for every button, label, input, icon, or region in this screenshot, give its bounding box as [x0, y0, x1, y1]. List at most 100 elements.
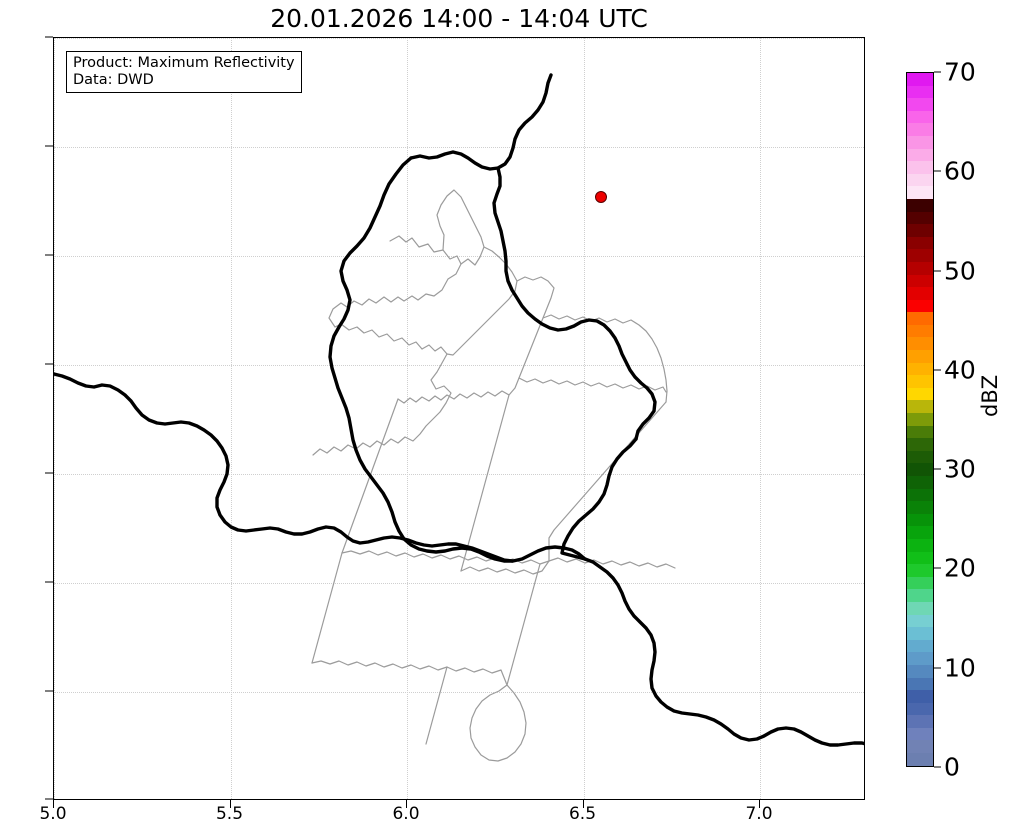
- colorbar-band: [907, 249, 933, 262]
- radar-site-marker[interactable]: [595, 191, 607, 203]
- colorbar-band: [907, 236, 933, 250]
- colorbar-band: [907, 715, 933, 728]
- annotation-product-line: Product: Maximum Reflectivity: [73, 55, 295, 71]
- cbar-tick-label-60: 60: [944, 156, 976, 186]
- map-plot-area[interactable]: Product: Maximum Reflectivity Data: DWD: [53, 37, 865, 800]
- colorbar-band: [907, 413, 933, 426]
- colorbar-band: [907, 601, 933, 615]
- colorbar-band: [907, 274, 933, 288]
- colorbar-band: [907, 589, 933, 602]
- cbar-tick-label-50: 50: [944, 256, 976, 286]
- gridline-x-6.5: [583, 38, 585, 799]
- xtick-label-7.0: 7.0: [745, 804, 773, 824]
- cbar-tick-label-20: 20: [944, 553, 976, 583]
- gridline-x-7.0: [760, 38, 761, 799]
- cbar-tick-mark-20: [934, 567, 941, 569]
- colorbar[interactable]: [906, 72, 934, 767]
- gridline-y-49.8: [54, 365, 864, 366]
- country-border: [54, 73, 864, 747]
- colorbar-axis-label: dBZ: [978, 374, 1002, 417]
- colorbar-band: [907, 488, 933, 502]
- colorbar-band: [907, 614, 933, 628]
- colorbar-band: [907, 287, 933, 300]
- cbar-tick-mark-0: [934, 766, 941, 768]
- colorbar-band: [907, 576, 933, 590]
- colorbar-band: [907, 627, 933, 640]
- gridline-x-5.5: [230, 38, 232, 799]
- colorbar-band: [907, 664, 933, 678]
- xtick-mark-6.5: [582, 800, 584, 808]
- map-overlay-svg: [54, 73, 864, 762]
- colorbar-band: [907, 652, 933, 665]
- colorbar-band: [907, 702, 933, 716]
- cbar-tick-mark-30: [934, 468, 941, 470]
- colorbar-band: [907, 425, 933, 439]
- colorbar-band: [907, 148, 933, 162]
- annotation-box: Product: Maximum Reflectivity Data: DWD: [66, 51, 302, 93]
- xtick-mark-5.5: [229, 800, 231, 808]
- colorbar-band: [907, 85, 933, 99]
- colorbar-band: [907, 476, 933, 489]
- colorbar-band: [907, 211, 933, 225]
- colorbar-band: [907, 312, 933, 325]
- colorbar-band: [907, 450, 933, 464]
- colorbar-band: [907, 387, 933, 401]
- colorbar-band: [907, 337, 933, 351]
- xtick-mark-7.0: [759, 800, 760, 808]
- colorbar-band: [907, 564, 933, 577]
- gridline-y-49.4: [54, 583, 864, 584]
- cbar-tick-label-40: 40: [944, 355, 976, 385]
- xtick-label-6.0: 6.0: [392, 804, 420, 824]
- gridline-y-49.2: [54, 692, 864, 693]
- colorbar-band: [907, 110, 933, 124]
- colorbar-band: [907, 173, 933, 187]
- colorbar-band: [907, 299, 933, 313]
- ytick-mark-49.4: [45, 581, 53, 583]
- gridline-y-50.0: [54, 256, 864, 257]
- ytick-mark-50.2: [45, 145, 53, 147]
- colorbar-band: [907, 73, 933, 86]
- colorbar-band: [907, 639, 933, 653]
- ytick-mark-50.4: [45, 36, 53, 38]
- colorbar-band: [907, 98, 933, 111]
- gridline-y-49.6: [54, 474, 864, 475]
- xtick-mark-6.0: [406, 800, 407, 808]
- colorbar-band: [907, 513, 933, 527]
- ytick-mark-50.0: [45, 254, 53, 256]
- colorbar-band: [907, 438, 933, 451]
- ytick-mark-49.0: [45, 798, 53, 800]
- colorbar-band: [907, 198, 933, 212]
- colorbar-band: [907, 135, 933, 149]
- annotation-data-line: Data: DWD: [73, 71, 154, 88]
- gridline-y-50.2: [54, 147, 864, 148]
- canton-borders: [311, 189, 676, 762]
- colorbar-band: [907, 740, 933, 754]
- colorbar-band: [907, 123, 933, 136]
- colorbar-band: [907, 375, 933, 388]
- xtick-label-5.5: 5.5: [215, 804, 244, 824]
- xtick-mark-5.0: [53, 800, 54, 808]
- colorbar-band: [907, 538, 933, 552]
- cbar-tick-label-30: 30: [944, 454, 976, 484]
- colorbar-band: [907, 324, 933, 338]
- colorbar-band: [907, 161, 933, 174]
- cbar-tick-mark-50: [934, 270, 941, 272]
- colorbar-band: [907, 350, 933, 363]
- ytick-mark-49.8: [45, 363, 53, 365]
- xtick-label-5.0: 5.0: [39, 804, 67, 824]
- cbar-tick-label-70: 70: [944, 57, 976, 87]
- cbar-tick-mark-10: [934, 667, 941, 669]
- colorbar-band: [907, 677, 933, 691]
- cbar-tick-mark-70: [934, 71, 941, 73]
- ytick-mark-49.2: [45, 690, 53, 692]
- colorbar-band: [907, 224, 933, 237]
- colorbar-band: [907, 727, 933, 741]
- colorbar-band: [907, 186, 933, 199]
- colorbar-band: [907, 690, 933, 703]
- gridline-x-5.0: [54, 38, 55, 799]
- cbar-tick-mark-40: [934, 369, 941, 371]
- ytick-mark-49.6: [45, 472, 53, 474]
- xtick-label-6.5: 6.5: [568, 804, 597, 824]
- colorbar-band: [907, 753, 933, 766]
